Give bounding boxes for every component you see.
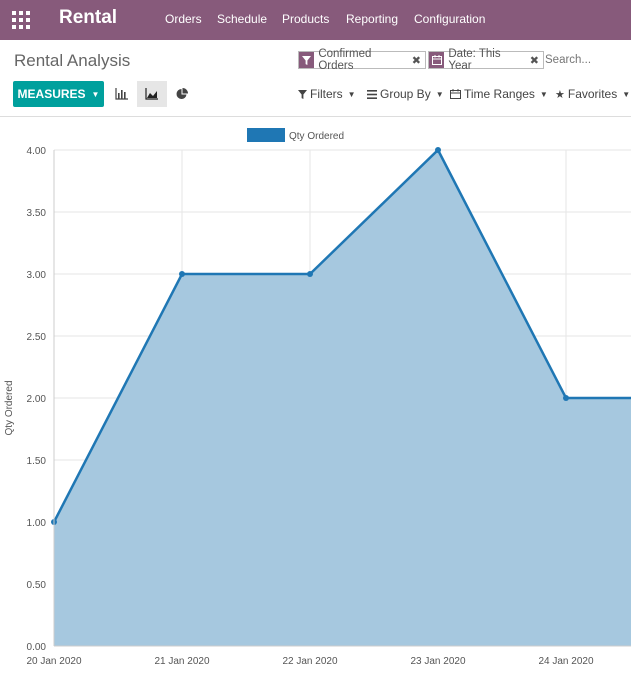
data-point — [307, 271, 313, 277]
line-chart-button[interactable] — [137, 81, 167, 107]
apps-menu-icon[interactable] — [12, 11, 30, 29]
filter-icon — [299, 52, 315, 68]
caret-down-icon: ▼ — [347, 89, 356, 99]
measures-label: MEASURES — [17, 87, 86, 101]
caret-down-icon: ▼ — [435, 89, 444, 99]
x-tick-label: 20 Jan 2020 — [26, 656, 81, 667]
menu-schedule[interactable]: Schedule — [217, 12, 268, 26]
legend-label: Qty Ordered — [289, 131, 344, 142]
remove-facet-icon[interactable]: ✖ — [411, 54, 421, 67]
bar-chart-button[interactable] — [107, 81, 137, 107]
chart-legend: Qty Ordered — [247, 128, 344, 142]
list-icon — [367, 89, 377, 99]
filters-dropdown[interactable]: Filters ▼ — [298, 87, 356, 101]
axis-ticks: 0.00 0.50 1.00 1.50 2.00 2.50 3.00 3.50 4.00 20 J… — [4, 146, 631, 667]
legend-swatch — [247, 128, 285, 142]
y-tick-label: 2.00 — [27, 394, 47, 405]
x-tick-label: 21 Jan 2020 — [154, 656, 209, 667]
y-tick-label: 3.00 — [27, 270, 47, 281]
menu-configuration[interactable]: Configuration — [414, 12, 486, 26]
caret-down-icon: ▼ — [622, 89, 631, 99]
caret-down-icon: ▼ — [539, 89, 548, 99]
caret-down-icon: ▼ — [91, 89, 100, 99]
data-point — [563, 395, 569, 401]
y-tick-label: 1.50 — [27, 456, 47, 467]
area-chart-icon — [145, 88, 158, 100]
facet-confirmed-orders: Confirmed Orders ✖ — [298, 48, 426, 72]
data-point — [179, 271, 185, 277]
divider — [0, 116, 631, 117]
search-input[interactable] — [545, 51, 631, 69]
group-by-label: Group By — [380, 87, 431, 101]
facet-date-this-year: Date: This Year ✖ — [428, 48, 544, 72]
series-line — [52, 147, 631, 523]
pie-chart-button[interactable] — [167, 81, 197, 107]
y-tick-label: 3.50 — [27, 208, 47, 219]
app-title[interactable]: Rental — [59, 7, 118, 28]
series-area — [51, 147, 631, 646]
y-tick-label: 0.00 — [27, 642, 47, 653]
filter-icon — [298, 89, 307, 99]
y-tick-label: 0.50 — [27, 580, 47, 591]
data-point — [435, 147, 441, 153]
x-tick-label: 23 Jan 2020 — [410, 656, 465, 667]
x-tick-label: 24 Jan 2020 — [538, 656, 593, 667]
star-icon: ★ — [555, 88, 565, 101]
x-tick-label: 22 Jan 2020 — [282, 656, 337, 667]
area-chart: 0.00 0.50 1.00 1.50 2.00 2.50 3.00 3.50 4.00 20 J… — [4, 128, 631, 667]
remove-facet-icon[interactable]: ✖ — [529, 54, 539, 67]
facet-label: Date: This Year — [448, 48, 501, 72]
time-ranges-dropdown[interactable]: Time Ranges ▼ — [450, 87, 548, 101]
menu-orders[interactable]: Orders — [165, 12, 202, 26]
page-title: Rental Analysis — [14, 51, 131, 70]
facet-label: Confirmed Orders — [318, 48, 372, 72]
calendar-icon — [450, 89, 461, 99]
bar-chart-icon — [115, 88, 128, 100]
favorites-dropdown[interactable]: ★ Favorites ▼ — [555, 87, 630, 101]
calendar-icon — [429, 52, 445, 68]
top-navbar: Rental Orders Schedule Products Reportin… — [0, 0, 631, 40]
y-axis-label: Qty Ordered — [4, 380, 15, 435]
time-ranges-label: Time Ranges — [464, 87, 535, 101]
y-tick-label: 4.00 — [27, 146, 47, 157]
group-by-dropdown[interactable]: Group By ▼ — [367, 87, 444, 101]
y-tick-label: 1.00 — [27, 518, 47, 529]
measures-button[interactable]: MEASURES ▼ — [13, 81, 104, 107]
series-fill — [54, 150, 631, 646]
filters-label: Filters — [310, 87, 343, 101]
menu-products[interactable]: Products — [282, 12, 330, 26]
pie-chart-icon — [176, 88, 188, 99]
menu-reporting[interactable]: Reporting — [346, 12, 399, 26]
favorites-label: Favorites — [567, 87, 618, 101]
y-tick-label: 2.50 — [27, 332, 47, 343]
